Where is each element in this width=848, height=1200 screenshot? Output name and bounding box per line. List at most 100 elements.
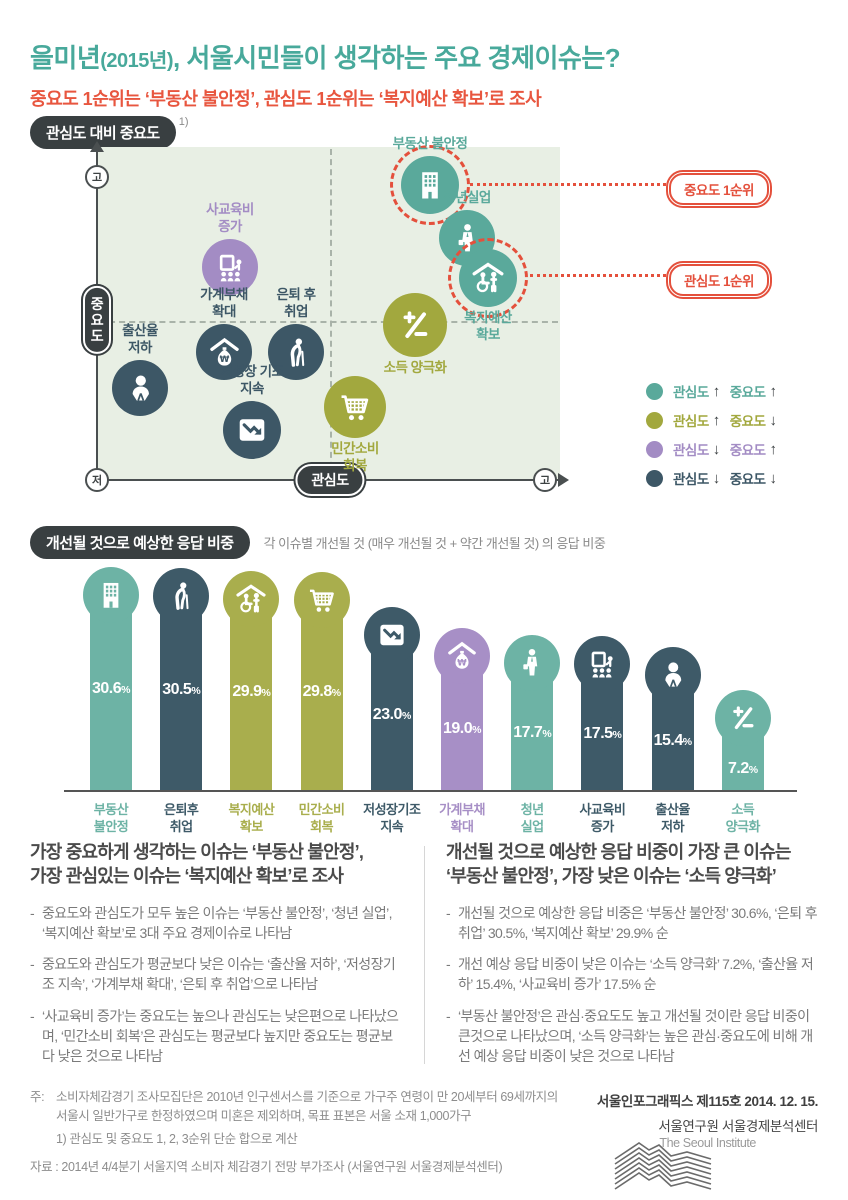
publisher-name-en: The Seoul Institute (659, 1136, 756, 1150)
issue-node-realestate: 부동산 불안정 (390, 136, 470, 225)
header: 을미년(2015년), 서울시민들이 생각하는 주요 경제이슈는? 중요도 1순… (30, 38, 820, 111)
bar-value: 19.0% (443, 720, 481, 737)
bar-민간소비회복: 29.8% (293, 572, 350, 790)
education-icon (574, 636, 631, 692)
bar-사교육비증가: 17.5% (574, 636, 631, 790)
income-icon (383, 293, 447, 357)
income-icon (714, 690, 771, 746)
analysis-bullet: ‘부동산 불안정’은 관심·중요도도 높고 개선될 것이란 응답 비중이 큰것으… (446, 1006, 818, 1067)
issue-label: 사교육비 증가 (206, 202, 254, 235)
issue-label: 출산율 저하 (122, 323, 158, 356)
bar-baseline (64, 790, 797, 792)
analysis-right-column: 개선될 것으로 예상한 응답 비중이 가장 큰 이슈는 ‘부동산 불안정’, 가… (446, 840, 818, 1078)
bar-category-label: 출산율 저하 (655, 802, 690, 834)
legend-interest-label: 관심도 (673, 385, 709, 400)
legend-interest-label: 관심도 (673, 472, 709, 487)
seoul-institute-logo-icon (613, 1142, 713, 1197)
legend-dot-icon (646, 411, 663, 429)
bar-category-label: 소득 양극화 (725, 802, 761, 834)
youth-icon (504, 635, 561, 691)
analysis-right-heading: 개선될 것으로 예상한 응답 비중이 가장 큰 이슈는 ‘부동산 불안정’, 가… (446, 842, 791, 887)
bar-category-label: 은퇴후 취업 (163, 802, 199, 834)
bar-category-label: 가계부채 확대 (439, 802, 485, 834)
column-divider (424, 846, 425, 1064)
debt-icon: ₩ (196, 324, 252, 380)
legend-interest-label: 관심도 (673, 414, 709, 429)
x-axis-high-label: 고 (533, 468, 557, 492)
bar-출산율저하: 15.4% (644, 647, 701, 790)
legend-dot-icon (646, 469, 663, 487)
bar-은퇴후취업: 30.5% (153, 568, 210, 790)
publication-block: 서울인포그래픽스 제115호 2014. 12. 15. 서울연구원 서울경제분… (548, 1090, 819, 1190)
arrow-down-icon: ↓ (712, 440, 721, 458)
bar-chart: 30.6% 부동산 불안정 30.5% 은퇴후 취업 29.9% 복지예산 확보 29.8%… (0, 560, 848, 860)
footer-source: 자료 : 2014년 4/4분기 서울지역 소비자 체감경기 전망 부가조사 (… (30, 1160, 503, 1175)
legend-row: 관심도 ↓ 중요도 ↓ (646, 468, 787, 488)
rank-highlight-ring (390, 145, 470, 225)
issue-node-lowgrowth: 저성장 기조 지속 (221, 364, 284, 459)
x-axis-title: 관심도 (295, 464, 365, 496)
footer: 주: 소비자체감경기 조사모집단은 2010년 인구센서스를 기준으로 가구주 … (30, 1088, 819, 1190)
rank-highlight-ring (448, 238, 528, 318)
legend-importance-label: 중요도 (729, 443, 766, 458)
education-icon (202, 239, 258, 295)
cart-icon (324, 376, 386, 438)
welfare-icon (459, 249, 517, 307)
legend-importance-label: 중요도 (729, 472, 766, 487)
publication-title: 서울인포그래픽스 제115호 2014. 12. 15. (596, 1094, 819, 1109)
bar-value: 15.4% (653, 732, 692, 749)
bar-소득양극화: 7.2% (714, 690, 771, 790)
bar-저성장기조지속: 23.0% (363, 607, 420, 790)
bar-value: 30.6% (92, 680, 130, 697)
issue-node-welfare: 복지예산 확보 (448, 238, 528, 342)
bar-section-header: 개선될 것으로 예상한 응답 비중 각 이슈별 개선될 것 (매우 개선될 것 … (30, 526, 606, 559)
bar-value: 7.2% (728, 760, 758, 777)
bar-category-label: 복지예산 확보 (228, 802, 275, 834)
callout-leader-line (470, 183, 666, 186)
issue-node-retire: 은퇴 후 취업 (268, 287, 324, 380)
rank-callout-badge: 중요도 1순위 (666, 170, 772, 208)
arrow-up-icon: ↑ (769, 440, 778, 458)
issue-label: 부동산 불안정 (392, 136, 468, 152)
lowgrowth-icon (363, 607, 420, 663)
legend-importance-label: 중요도 (729, 385, 766, 400)
building-icon (83, 567, 139, 623)
birth-icon (112, 360, 168, 416)
analysis-bullet: 중요도와 관심도가 모두 높은 이슈는 ‘부동산 불안정’, ‘청년 실업’, … (30, 903, 402, 944)
bar-value: 29.9% (232, 683, 271, 700)
issue-label: 은퇴 후 취업 (276, 287, 316, 320)
issue-label: 청년실업 (443, 190, 491, 206)
welfare-icon (223, 571, 280, 627)
analysis-bullet: 개선될 것으로 예상한 응답 비중은 ‘부동산 불안정’ 30.6%, ‘은퇴 … (446, 903, 818, 944)
arrow-up-icon: ↑ (712, 382, 721, 400)
legend-dot-icon (646, 382, 663, 400)
lowgrowth-icon (223, 401, 281, 459)
arrow-down-icon: ↓ (712, 469, 721, 487)
bar-category-label: 저성장기조 지속 (363, 802, 421, 834)
publisher-name: 서울연구원 서울경제분석센터 (658, 1119, 818, 1134)
quadrant-legend: 관심도 ↑ 중요도 ↑ 관심도 ↑ 중요도 ↓ 관심도 ↓ 중요도 ↑ 관심도 ↓ 중요도 ↓ (646, 381, 787, 497)
bar-category-label: 민간소비 회복 (298, 802, 345, 834)
bar-category-label: 청년 실업 (520, 802, 544, 834)
bar-category-label: 사교육비 증가 (579, 802, 626, 834)
footer-note-2: 1) 관심도 및 중요도 1, 2, 3순위 단순 합으로 계산 (56, 1131, 298, 1146)
issue-label: 가계부채 확대 (200, 287, 248, 320)
building-icon (401, 156, 459, 214)
bar-category-label: 부동산 불안정 (93, 802, 129, 834)
analysis-bullet: ‘사교육비 증가’는 중요도는 높으나 관심도는 낮은편으로 나타났으며, ‘민… (30, 1006, 402, 1067)
legend-row: 관심도 ↑ 중요도 ↑ (646, 381, 787, 401)
legend-row: 관심도 ↓ 중요도 ↑ (646, 439, 787, 459)
note-label: 주: (30, 1090, 45, 1104)
issue-label: 복지예산 확보 (464, 310, 512, 342)
bar-badge: 개선될 것으로 예상한 응답 비중 (30, 526, 250, 559)
arrow-up-icon: ↑ (712, 411, 721, 429)
debt-icon: ₩ (434, 628, 490, 684)
bar-value: 30.5% (162, 681, 201, 698)
rank-callout-badge: 관심도 1순위 (666, 261, 772, 299)
y-axis-arrow (90, 141, 104, 152)
retire-icon (153, 568, 210, 624)
quadrant-divider-horizontal (99, 321, 558, 323)
bar-value: 17.7% (513, 724, 552, 741)
